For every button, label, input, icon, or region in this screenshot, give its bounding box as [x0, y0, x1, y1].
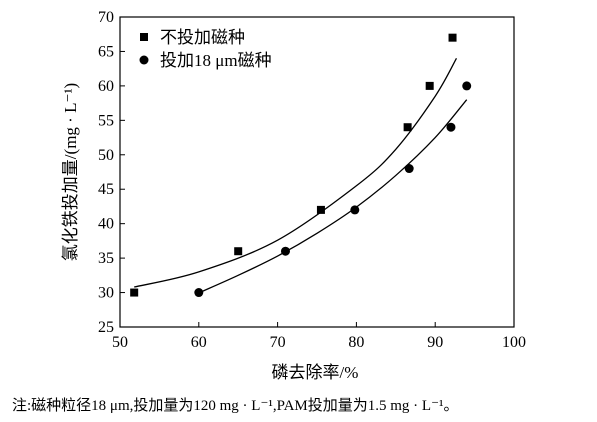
legend: 不投加磁种 投加18 μm磁种 — [139, 28, 272, 70]
square-marker — [425, 81, 434, 90]
x-tick-label: 60 — [191, 334, 207, 351]
y-axis-label: 氯化铁投加量/(mg · L⁻¹) — [61, 83, 80, 261]
circle-marker — [350, 205, 360, 215]
chart: 50 60 70 80 90 100 25 30 35 40 45 50 55 60 65 70 不投加磁种… — [61, 9, 526, 382]
fit-curve-series-2 — [200, 99, 468, 293]
figure-note: 注:磁种粒径18 μm,投加量为120 mg · L⁻¹,PAM投加量为1.5 … — [12, 398, 459, 414]
y-tick-label: 55 — [98, 112, 114, 129]
legend-label-series-2: 投加18 μm磁种 — [160, 51, 272, 70]
y-tick-label: 45 — [98, 181, 114, 198]
circle-marker — [404, 164, 414, 174]
square-marker — [448, 33, 457, 42]
y-tick-label: 30 — [98, 285, 114, 302]
circle-marker — [462, 81, 472, 91]
legend-label-series-1: 不投加磁种 — [160, 28, 245, 47]
x-tick-label: 90 — [427, 334, 443, 351]
x-tick-label: 80 — [348, 334, 364, 351]
y-tick-label: 40 — [98, 216, 114, 233]
plot-frame — [119, 16, 515, 328]
square-marker — [130, 288, 139, 297]
x-ticks: 50 60 70 80 90 100 — [112, 322, 526, 351]
fit-curve-series-1 — [134, 58, 458, 288]
x-tick-label: 50 — [112, 334, 128, 351]
y-tick-label: 25 — [98, 319, 114, 336]
data-points — [130, 33, 472, 298]
x-tick-label: 100 — [502, 334, 526, 351]
square-marker — [316, 205, 325, 214]
x-tick-label: 70 — [270, 334, 286, 351]
square-marker — [234, 247, 243, 256]
y-tick-label: 65 — [98, 43, 114, 60]
x-axis-label: 磷去除率/% — [272, 363, 359, 382]
y-tick-label: 60 — [98, 78, 114, 95]
circle-marker — [194, 288, 204, 298]
y-tick-label: 50 — [98, 147, 114, 164]
legend-circle-marker — [139, 55, 149, 65]
y-tick-label: 35 — [98, 250, 114, 267]
circle-marker — [280, 246, 290, 256]
y-tick-label: 70 — [98, 9, 114, 26]
square-marker — [403, 123, 412, 132]
axes — [119, 16, 515, 328]
fit-curves — [134, 58, 468, 293]
y-ticks: 25 30 35 40 45 50 55 60 65 70 — [98, 9, 125, 336]
legend-square-marker — [140, 33, 148, 41]
circle-marker — [446, 122, 456, 132]
